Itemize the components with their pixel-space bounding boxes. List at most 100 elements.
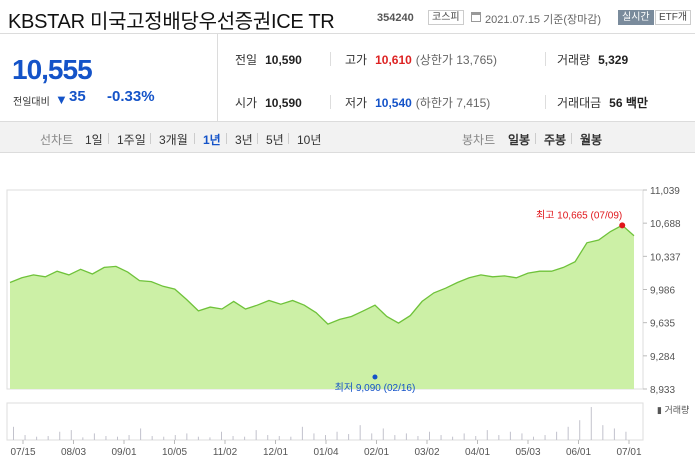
volume-bar: [336, 431, 338, 440]
volume-bar: [486, 430, 488, 440]
tab-separator: [194, 133, 195, 144]
price-chart-svg[interactable]: 11,039 10,688 10,337 9,986 9,635 9,284 8,933 07…: [0, 153, 695, 466]
volume-bar: [117, 436, 118, 440]
volume-bar: [590, 407, 592, 440]
price-summary: 10,555 전일대비 ▼ 35 -0.33% 전일 10,590 고가 10,61…: [0, 34, 695, 122]
tab-separator: [535, 133, 536, 144]
volume-bar: [475, 436, 477, 440]
volume-label: 거래량: [557, 53, 591, 67]
open-value: 10,590: [265, 96, 302, 110]
change-value: 35: [69, 88, 86, 105]
volume-bar: [232, 436, 234, 440]
volume-bar: [267, 435, 269, 440]
volume-bar: [140, 428, 142, 440]
volume-bar: [348, 434, 350, 440]
prev-close-label: 전일: [235, 53, 258, 67]
volume-legend: ▮ 거래량: [657, 404, 689, 415]
volume-bar: [82, 437, 84, 440]
tab-separator: [150, 133, 151, 144]
volume-bar: [429, 431, 430, 440]
x-tick-label: 09/01: [111, 447, 136, 458]
tab-separator: [108, 133, 109, 144]
turnover-value: 56 백만: [609, 96, 648, 110]
y-tick-label: 9,635: [650, 319, 675, 330]
volume-bar: [278, 436, 280, 440]
volume-bar: [452, 436, 454, 440]
stock-title: KBSTAR 미국고정배당우선증권ICE TR: [8, 11, 335, 33]
volume-bar: [301, 426, 303, 440]
x-tick-label: 10/05: [162, 447, 187, 458]
y-tick-label: 10,337: [650, 252, 681, 263]
volume-bar: [151, 436, 153, 440]
divider: [330, 52, 331, 66]
low-label: 저가: [345, 96, 368, 110]
volume-bar: [59, 431, 61, 440]
tab-5y[interactable]: 5년: [266, 133, 284, 147]
volume-bar: [313, 433, 315, 440]
high-annotation: 최고 10,665 (07/09): [536, 209, 622, 221]
volume-bar: [163, 436, 165, 440]
volume-bar: [625, 431, 627, 440]
volume-bar: [13, 426, 14, 440]
etf-button[interactable]: ETF개: [655, 10, 692, 25]
volume-bar: [544, 435, 546, 440]
volume-bar: [613, 428, 615, 440]
tab-1y[interactable]: 1년: [203, 133, 221, 147]
x-tick-label: 02/01: [364, 447, 389, 458]
current-price-box: 10,555 전일대비 ▼ 35 -0.33%: [0, 34, 218, 122]
x-tick-label: 03/02: [414, 447, 439, 458]
volume-bar: [567, 426, 569, 440]
volume-bar: [579, 420, 581, 440]
market-badge: 코스피: [428, 10, 464, 25]
tab-monthly[interactable]: 월봉: [580, 133, 603, 147]
x-tick-label: 07/01: [616, 447, 641, 458]
volume-bar: [244, 436, 246, 440]
price-area-fill: [10, 225, 634, 389]
x-tick-label: 12/01: [263, 447, 288, 458]
prev-close-value: 10,590: [265, 53, 302, 67]
candle-chart-heading: 봉차트: [462, 133, 496, 147]
tab-10y[interactable]: 10년: [297, 133, 322, 147]
realtime-button[interactable]: 실시간: [618, 10, 654, 25]
high-price: 고가 10,610 (상한가 13,765): [345, 51, 497, 68]
x-tick-label: 06/01: [566, 447, 591, 458]
x-tick-label: 11/02: [213, 447, 238, 458]
divider: [545, 52, 546, 66]
tab-weekly[interactable]: 주봉: [544, 133, 567, 147]
tab-3m[interactable]: 3개월: [159, 133, 188, 147]
tab-1w[interactable]: 1주일: [117, 133, 146, 147]
tab-3y[interactable]: 3년: [235, 133, 253, 147]
volume: 거래량 5,329: [557, 51, 628, 68]
volume-bar: [209, 437, 211, 440]
x-tick-label: 01/04: [313, 447, 338, 458]
volume-bar: [105, 436, 107, 440]
turnover-label: 거래대금: [557, 96, 602, 110]
x-tick-label: 05/03: [515, 447, 540, 458]
volume-bar: [36, 436, 38, 440]
high-value: 10,610: [375, 53, 412, 67]
high-marker: [619, 222, 626, 229]
volume-bar: [394, 435, 396, 440]
tab-separator: [226, 133, 227, 144]
low-annotation: 최저 9,090 (02/16): [335, 382, 416, 394]
volume-bar: [197, 436, 199, 440]
volume-bar: [128, 435, 130, 440]
divider: [545, 95, 546, 109]
tab-daily[interactable]: 일봉: [508, 133, 531, 147]
x-tick-label: 04/01: [465, 447, 490, 458]
down-arrow-icon: ▼: [55, 92, 68, 107]
prev-close: 전일 10,590: [235, 51, 302, 68]
tab-separator: [571, 133, 572, 144]
low-price: 저가 10,540 (하한가 7,415): [345, 94, 490, 111]
volume-bar: [417, 436, 419, 440]
tab-1d[interactable]: 1일: [85, 133, 103, 147]
open-label: 시가: [235, 96, 258, 110]
current-price: 10,555: [12, 54, 93, 85]
price-chart[interactable]: 11,039 10,688 10,337 9,986 9,635 9,284 8,933 07…: [0, 153, 695, 466]
volume-bar: [509, 431, 511, 440]
page-header: KBSTAR 미국고정배당우선증권ICE TR 354240 코스피 2021.…: [0, 0, 695, 34]
volume-bar: [359, 425, 361, 440]
volume-bar: [70, 430, 72, 440]
low-marker: [372, 374, 378, 380]
volume-bar: [255, 430, 257, 440]
